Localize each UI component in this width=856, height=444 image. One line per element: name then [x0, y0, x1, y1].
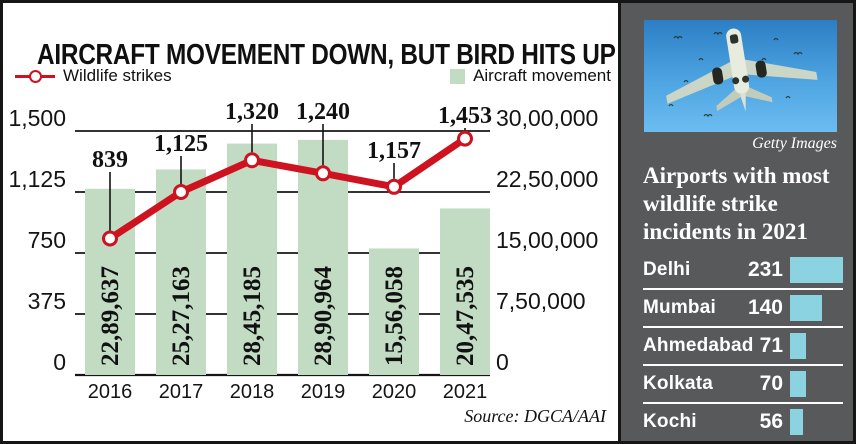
airport-list: Delhi 231 Mumbai 140 Ahmedabad 71 Kolkata 70 Koc…	[643, 252, 843, 440]
bar-value-label: 28,45,185	[239, 266, 266, 366]
airport-value: 70	[759, 372, 783, 395]
airport-strike-bar	[790, 333, 806, 359]
airport-name: Kolkata	[643, 373, 714, 394]
right-axis-tick: 15,00,000	[496, 227, 598, 253]
photo-credit: Getty Images	[752, 135, 837, 152]
line-point-marker	[173, 184, 189, 200]
airplane-icon	[666, 28, 818, 112]
point-value-label: 1,453	[438, 103, 492, 129]
airport-strike-bar	[790, 295, 822, 321]
airport-name: Ahmedabad	[643, 335, 754, 356]
airport-value: 231	[747, 258, 783, 281]
right-axis-tick: 0	[496, 349, 509, 375]
legend-aircraft-label: Aircraft movement	[473, 66, 611, 85]
line-point-marker	[315, 165, 331, 182]
airport-strike-bar	[790, 371, 806, 397]
left-axis-tick: 375	[28, 288, 66, 314]
wildlife-strikes-line	[108, 135, 467, 242]
aircraft-movement-bar	[227, 143, 277, 375]
right-axis-tick: 30,00,000	[496, 105, 598, 131]
source-caption: Source: DGCA/AAI	[464, 406, 606, 426]
airport-value: 71	[759, 334, 783, 357]
point-value-label: 1,240	[296, 99, 350, 125]
airport-name: Mumbai	[643, 297, 716, 318]
point-value-label: 1,157	[367, 138, 421, 164]
year-label: 2016	[88, 381, 133, 403]
line-point-marker	[102, 230, 118, 247]
page-title: AIRCRAFT MOVEMENT DOWN, BUT BIRD HITS UP	[37, 39, 616, 72]
airport-row: Delhi 231	[643, 252, 843, 288]
airport-name: Delhi	[643, 259, 691, 280]
bar-value-label: 22,89,637	[97, 266, 124, 366]
airport-strike-bar	[790, 409, 803, 435]
year-label: 2017	[159, 381, 204, 403]
year-label: 2020	[372, 381, 417, 403]
left-axis-tick: 750	[28, 227, 66, 253]
combo-chart: 1,500 30,00,000 1,125 22,50,000 750 15,00,000…	[8, 99, 598, 403]
airport-row: Kolkata 70	[643, 364, 843, 402]
left-axis-tick: 1,125	[8, 166, 66, 192]
point-value-label: 1,320	[225, 99, 279, 125]
left-axis-tick: 1,500	[8, 105, 66, 131]
sidebar: Getty Images Airports with most wildlife…	[621, 3, 853, 441]
line-point-marker	[244, 152, 260, 169]
airport-strike-bar	[790, 257, 843, 283]
airport-name: Kochi	[643, 411, 697, 432]
airport-value: 56	[759, 410, 783, 433]
legend-wildlife-label: Wildlife strikes	[63, 66, 172, 85]
chart-panel: AIRCRAFT MOVEMENT DOWN, BUT BIRD HITS UP…	[3, 3, 621, 441]
year-label: 2019	[301, 381, 346, 403]
line-marker-icon	[15, 69, 55, 83]
bar-value-label: 15,56,058	[381, 266, 408, 366]
line-point-marker	[457, 130, 473, 147]
right-axis-tick: 7,50,000	[496, 288, 586, 314]
aircraft-movement-bar	[369, 248, 419, 375]
bar-value-label: 28,90,964	[310, 266, 337, 367]
year-label: 2018	[230, 381, 275, 403]
line-point-marker	[386, 178, 402, 195]
right-axis-tick: 22,50,000	[496, 166, 598, 192]
green-swatch-icon	[450, 68, 466, 84]
point-value-label: 1,125	[154, 131, 208, 157]
bar-value-label: 20,47,535	[452, 266, 479, 366]
aircraft-movement-bar	[440, 208, 490, 375]
bar-value-label: 25,27,163	[168, 266, 195, 366]
chart-legend: Wildlife strikes Aircraft movement	[15, 66, 611, 86]
airport-row: Ahmedabad 71	[643, 326, 843, 364]
airport-row: Kochi 56	[643, 402, 843, 440]
year-label: 2021	[443, 381, 488, 403]
airport-value: 140	[747, 296, 783, 319]
point-value-label: 839	[92, 147, 128, 173]
airplane-photo	[644, 20, 837, 132]
airport-row: Mumbai 140	[643, 288, 843, 326]
sidebar-heading: Airports with most wildlife strike incid…	[643, 163, 830, 244]
legend-aircraft-movement: Aircraft movement	[450, 66, 611, 86]
airplane-illustration	[666, 28, 818, 118]
left-axis-tick: 0	[53, 349, 66, 375]
legend-wildlife-strikes: Wildlife strikes	[15, 66, 172, 86]
